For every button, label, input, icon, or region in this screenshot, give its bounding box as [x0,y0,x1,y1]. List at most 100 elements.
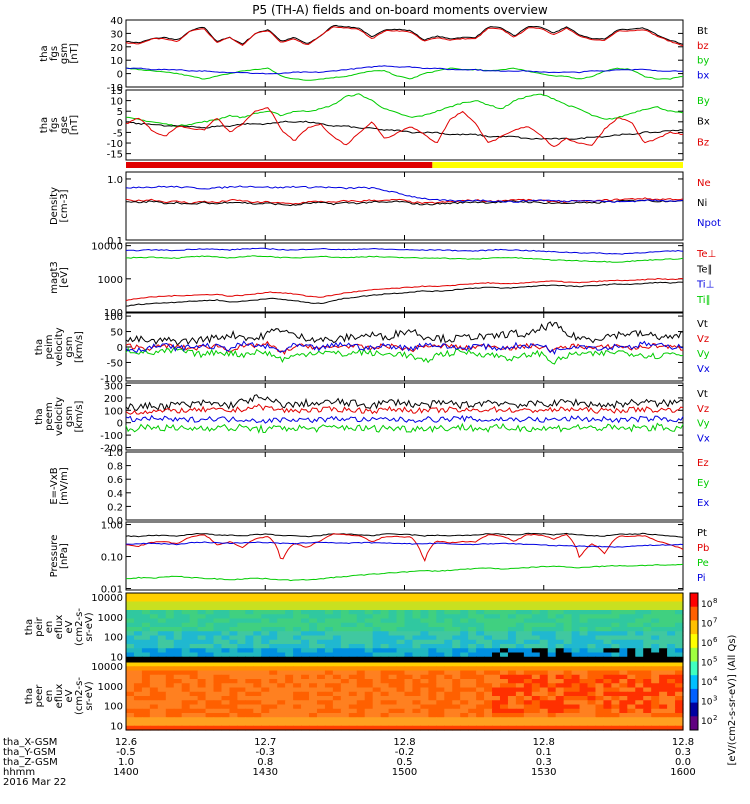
spectrogram-cell [404,622,414,628]
spectrogram-cell [332,666,342,672]
spectrogram-cell [197,652,207,658]
spectrogram-cell [269,601,278,607]
spectrogram-cell [245,639,254,645]
spectrogram-cell [412,635,422,641]
spectrogram-cell [253,605,262,611]
spectrogram-cell [205,670,215,676]
spectrogram-cell [293,631,302,637]
spectrogram-cell [611,593,620,598]
spectrogram-cell [324,696,334,701]
spectrogram-cell [651,717,660,723]
y-axis-label: tha [24,619,35,635]
spectrogram-cell [539,605,549,611]
series-line-Npot [125,185,684,203]
spectrogram-cell [277,708,286,714]
spectrogram-cell [428,605,437,611]
spectrogram-cell [675,618,684,624]
spectrogram-cell [301,670,310,676]
spectrogram-cell [133,614,143,620]
spectrogram-cell [165,696,175,701]
spectrogram-cell [515,725,525,731]
spectrogram-cell [611,691,620,697]
spectrogram-cell [603,605,612,611]
spectrogram-cell [412,639,422,645]
spectrogram-cell [332,696,342,701]
spectrogram-cell [181,696,191,701]
spectrogram-cell [659,674,668,680]
spectrogram-cell [627,662,636,667]
spectrogram-cell [627,725,636,731]
spectrogram-cell [237,725,246,731]
spectrogram-cell [277,666,286,672]
spectrogram-cell [468,704,477,710]
legend-Bx: Bx [697,117,710,128]
spectrogram-cell [253,696,262,701]
spectrogram-cell [253,593,262,598]
spectrogram-cell [324,662,334,667]
spectrogram-cell [507,639,517,645]
spectrogram-cell [301,656,310,662]
spectrogram-cell [420,704,429,710]
y-axis-label: sr-eV) [84,681,95,710]
spectrogram-cell [301,725,310,731]
spectrogram-cell [571,713,581,718]
spectrogram-cell [499,670,509,676]
spectrogram-cell [507,674,517,680]
spectrogram-cell [619,687,628,693]
spectrogram-cell [197,605,207,611]
spectrogram-cell [611,605,620,611]
spectrogram-cell [316,704,326,710]
spectrogram-cell [444,687,453,693]
spectrogram-cell [460,652,469,658]
spectrogram-cell [141,605,151,611]
spectrogram-cell [595,618,605,624]
spectrogram-cell [428,666,437,672]
spectrogram-cell [603,713,612,718]
spectrogram-cell [587,700,597,706]
spectrogram-cell [269,662,278,667]
spectrogram-cell [340,674,350,680]
y-axis-label: Density [49,187,60,225]
spectrogram-cell [507,696,517,701]
spectrogram-cell [340,593,350,598]
spectrogram-cell [507,670,517,676]
y-tick-label: -100 [100,431,123,442]
spectrogram-cell [309,691,318,697]
spectrogram-cell [436,708,445,714]
spectrogram-cell [149,627,159,632]
spectrogram-cell [492,674,501,680]
spectrogram-cell [126,708,135,714]
spectrogram-cell [213,648,223,654]
spectrogram-cell [301,700,310,706]
spectrogram-cell [253,631,262,637]
spectrogram-cell [372,597,382,603]
spectrogram-cell [356,639,366,645]
spectrogram-cell [404,656,414,662]
spectrogram-cell [157,622,167,628]
spectrogram-cell [643,670,652,676]
spectrogram-cell [245,627,254,632]
spectrogram-cell [388,597,398,603]
spectrogram-cell [547,717,557,723]
spectrogram-cell [523,666,533,672]
spectrogram-cell [324,700,334,706]
spectrogram-cell [444,622,453,628]
spectrogram-cell [571,648,581,654]
spectrogram-cell [396,679,406,684]
spectrogram-cell [635,704,644,710]
spectrogram-cell [388,713,398,718]
spectrogram-cell [181,597,191,603]
spectrogram-cell [181,725,191,731]
spectrogram-cell [587,610,597,615]
spectrogram-cell [436,717,445,723]
spectrogram-cell [285,631,294,637]
spectrogram-cell [332,670,342,676]
spectrogram-cell [635,708,644,714]
colorbar-segment [690,661,698,676]
spectrogram-cell [468,610,477,615]
spectrogram-cell [388,614,398,620]
spectrogram-cell [181,648,191,654]
y-axis-label: en [44,690,55,703]
spectrogram-cell [126,593,135,598]
spectrogram-cell [126,635,135,641]
